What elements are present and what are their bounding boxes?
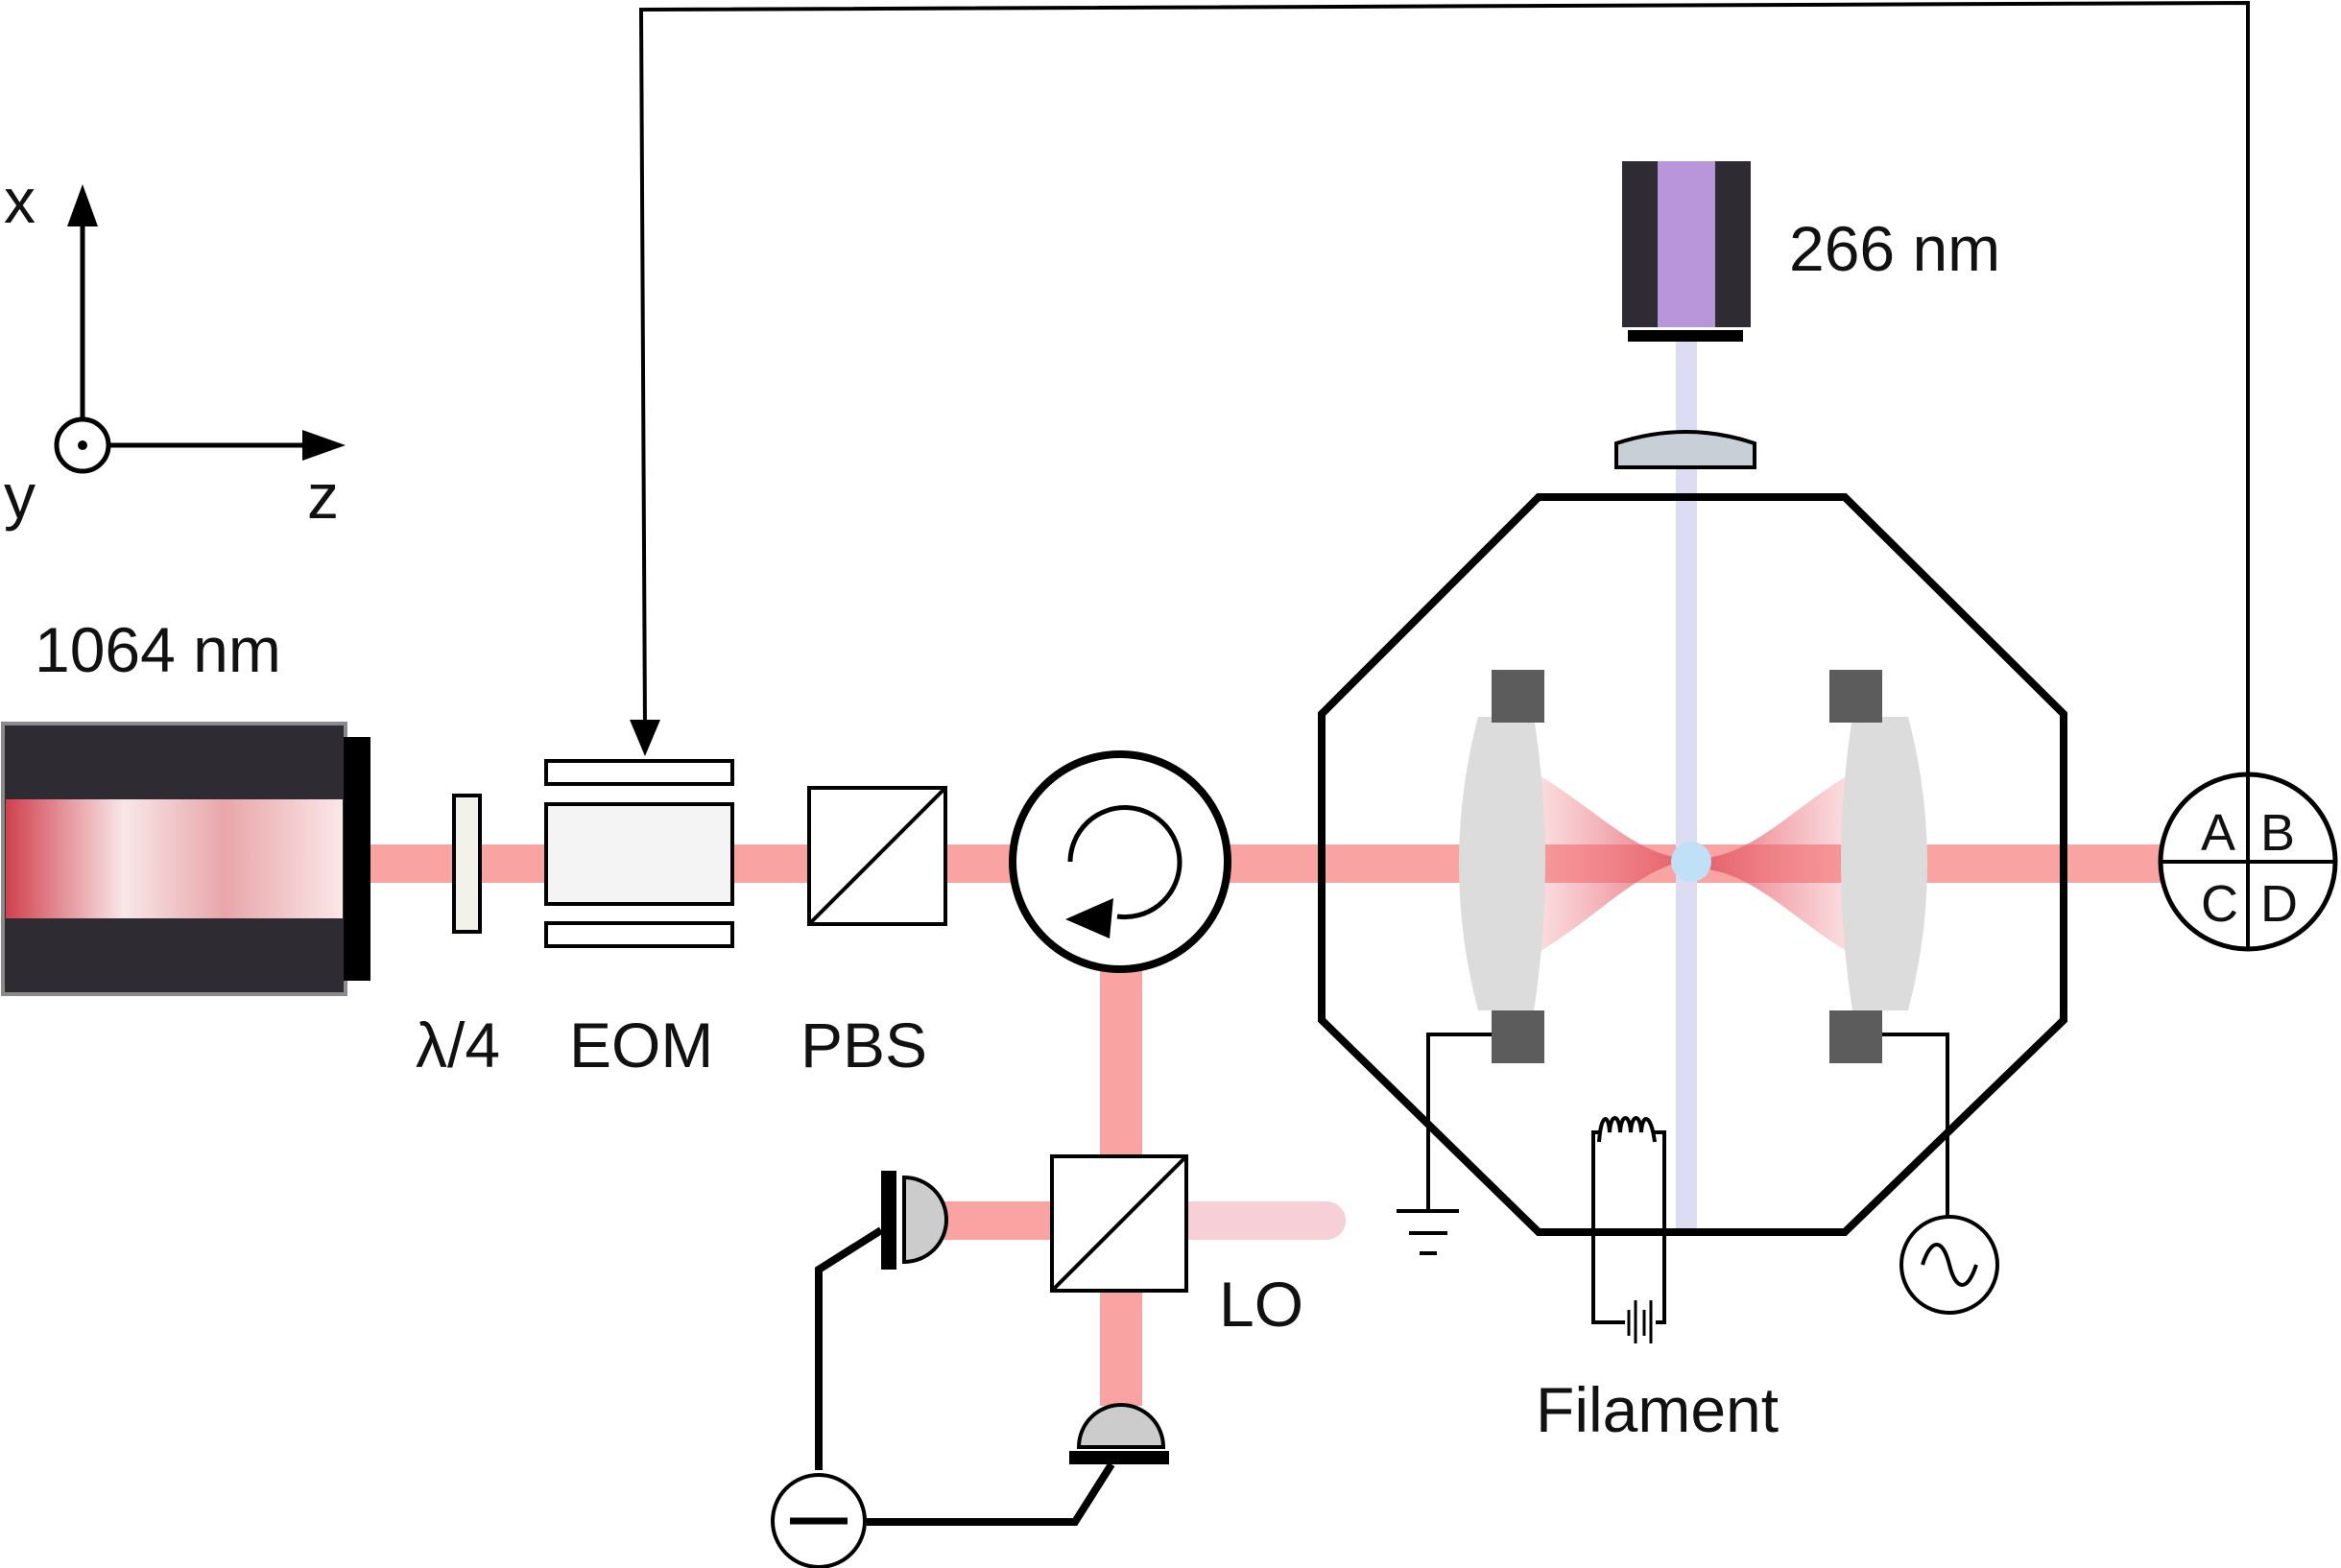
laser-266-label: 266 nm — [1789, 213, 2000, 284]
laser-266 — [1622, 161, 1751, 342]
feedback-arrow-icon — [630, 720, 660, 756]
detection-beam-splitter — [1050, 1154, 1188, 1293]
sine-wave-icon — [1921, 1243, 1978, 1287]
electrode-top-right — [1829, 670, 1882, 723]
beam-266 — [1676, 336, 1697, 1233]
laser-1064 — [1, 722, 370, 996]
lo-label: LO — [1219, 1269, 1303, 1340]
electrode-bottom-right — [1829, 1010, 1882, 1063]
electrode-top-left — [1492, 670, 1544, 723]
filament-label: Filament — [1536, 1374, 1779, 1445]
electrode-bottom-left — [1492, 1010, 1544, 1063]
circulator-arrow-icon — [1065, 898, 1113, 938]
laser-1064-output-face — [344, 737, 370, 981]
focusing-lens — [1614, 430, 1756, 469]
quadrant-b: B — [2260, 804, 2295, 862]
coordinate-axes: x y z — [4, 165, 346, 532]
axis-label-x: x — [4, 165, 36, 236]
eom — [544, 759, 734, 948]
beam-detector-bottom — [1100, 1286, 1142, 1406]
polarizing-beam-splitter — [807, 786, 947, 926]
quadrant-a: A — [2201, 804, 2235, 862]
quadrant-c: C — [2201, 875, 2238, 933]
laser-1064-label: 1064 nm — [35, 614, 281, 685]
waveplate-label: λ/4 — [416, 1010, 500, 1081]
eom-label: EOM — [569, 1010, 713, 1081]
quadrant-photodiode: A B C D — [2158, 772, 2338, 952]
pbs-label: PBS — [800, 1010, 927, 1081]
feedback-line — [630, 0, 2250, 774]
trapping-beam-focus — [1515, 762, 1872, 965]
photodiode-left — [881, 1171, 948, 1270]
quarter-waveplate — [452, 794, 482, 934]
detector-wires — [815, 1226, 1115, 1526]
trap-lens-left — [1459, 717, 1545, 1010]
trap-lens-right — [1841, 717, 1927, 1010]
filament — [1591, 1116, 1666, 1343]
subtractor — [771, 1473, 867, 1568]
quadrant-d: D — [2260, 875, 2298, 933]
axis-label-z: z — [307, 461, 339, 532]
vacuum-chamber — [1318, 493, 2067, 1236]
axis-label-y: y — [4, 461, 36, 532]
photodiode-bottom — [1069, 1403, 1169, 1464]
optical-circulator — [1009, 750, 1231, 973]
ac-source — [1882, 1033, 1999, 1315]
ground-connection — [1397, 1033, 1492, 1255]
levitated-particle — [1671, 842, 1711, 882]
battery-icon — [1627, 1300, 1653, 1343]
filament-coil-icon — [1597, 1116, 1657, 1143]
